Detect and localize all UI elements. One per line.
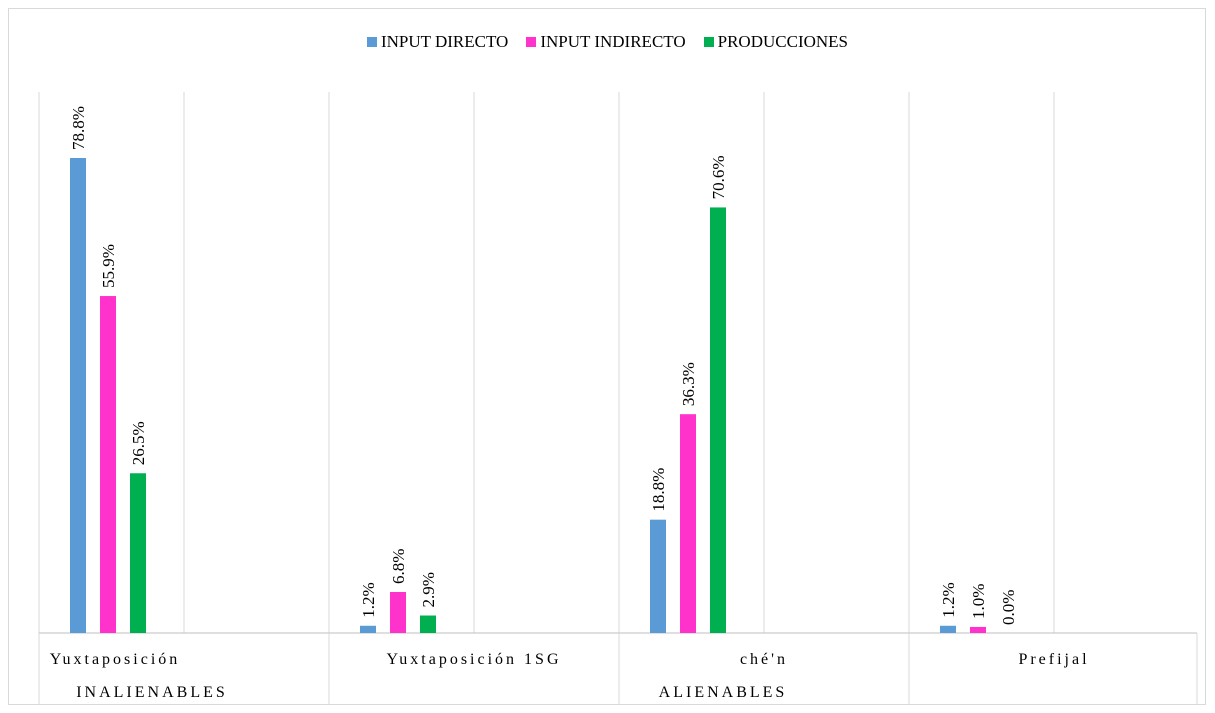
bar <box>710 207 726 633</box>
legend-label: INPUT INDIRECTO <box>540 32 686 51</box>
category-label: ché'n <box>740 651 788 668</box>
data-label: 26.5% <box>129 421 148 465</box>
bar <box>390 592 406 633</box>
legend-item-input-directo: INPUT DIRECTO <box>366 32 509 52</box>
data-label: 70.6% <box>709 156 728 200</box>
legend-item-producciones: PRODUCCIONES <box>703 32 848 52</box>
data-label: 36.3% <box>679 362 698 406</box>
legend: INPUT DIRECTO INPUT INDIRECTO PRODUCCION… <box>0 32 1215 52</box>
bar <box>130 473 146 633</box>
data-label: 55.9% <box>99 244 118 288</box>
bar <box>70 158 86 633</box>
category-label: Yuxtaposición <box>50 651 181 668</box>
legend-swatch <box>526 37 537 47</box>
bar <box>420 615 436 633</box>
data-label: 1.2% <box>359 582 378 617</box>
bar <box>360 625 376 633</box>
group-label: INALIENABLES <box>76 684 228 701</box>
data-label: 0.0% <box>999 590 1018 625</box>
legend-label: INPUT DIRECTO <box>380 32 509 51</box>
category-label: Prefijal <box>1018 651 1089 668</box>
data-label: 2.9% <box>419 572 438 607</box>
data-label: 1.0% <box>969 584 988 619</box>
group-label: ALIENABLES <box>659 684 788 701</box>
bar <box>970 626 986 633</box>
bar <box>100 296 116 633</box>
data-label: 18.8% <box>649 468 668 512</box>
bar <box>650 519 666 633</box>
chart-frame <box>8 8 1206 705</box>
legend-swatch <box>703 37 714 47</box>
bar <box>940 625 956 633</box>
bar <box>680 414 696 633</box>
legend-label: PRODUCCIONES <box>717 32 848 51</box>
category-label: Yuxtaposición 1SG <box>387 651 562 668</box>
data-label: 78.8% <box>69 106 88 150</box>
data-label: 6.8% <box>389 549 408 584</box>
data-label: 1.2% <box>939 582 958 617</box>
legend-swatch <box>366 37 377 47</box>
legend-item-input-indirecto: INPUT INDIRECTO <box>526 32 686 52</box>
